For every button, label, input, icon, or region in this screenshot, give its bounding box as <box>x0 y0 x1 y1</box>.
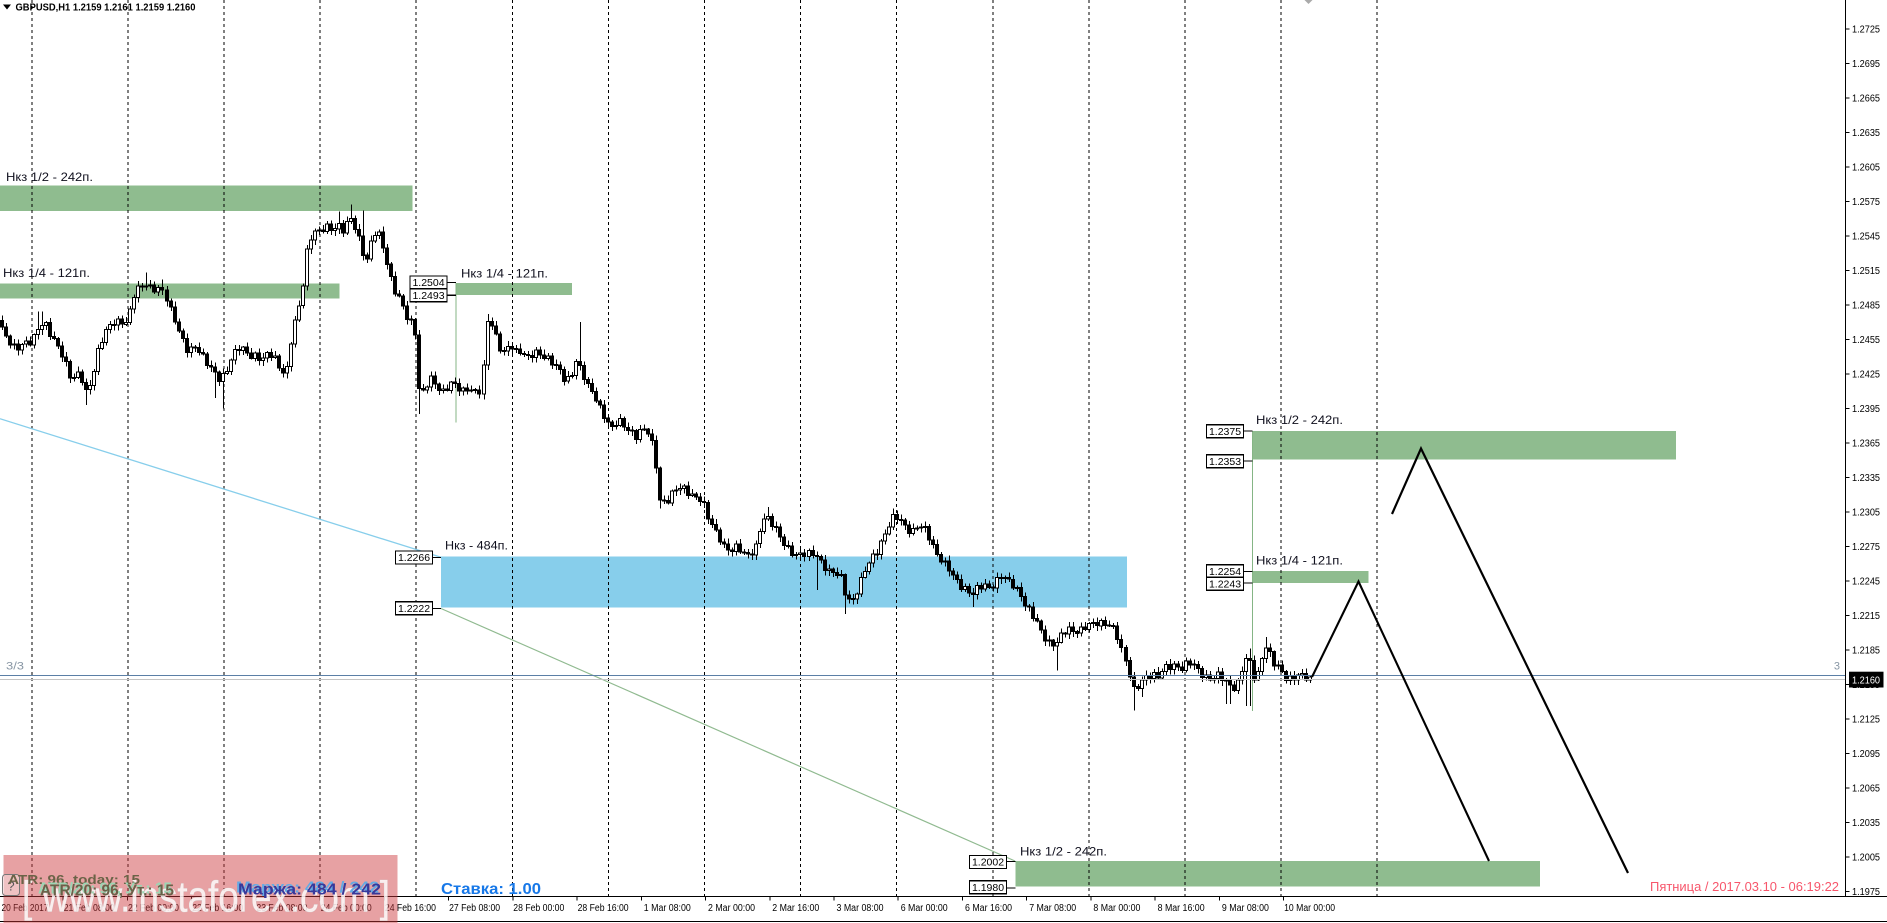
svg-text:1.2215: 1.2215 <box>1852 611 1880 622</box>
svg-text:Нкз 1/2 - 242п.: Нкз 1/2 - 242п. <box>1020 845 1107 859</box>
svg-text:9 Mar 08:00: 9 Mar 08:00 <box>1222 903 1269 914</box>
svg-text:2 Mar 16:00: 2 Mar 16:00 <box>772 903 819 914</box>
svg-text:Нкз - 484п.: Нкз - 484п. <box>445 539 508 553</box>
svg-text:1.2575: 1.2575 <box>1852 197 1880 208</box>
svg-text:7 Mar 08:00: 7 Mar 08:00 <box>1029 903 1076 914</box>
svg-text:8 Mar 16:00: 8 Mar 16:00 <box>1158 903 1205 914</box>
svg-text:1.2353: 1.2353 <box>1209 456 1241 468</box>
svg-text:Нкз 1/2 - 242п.: Нкз 1/2 - 242п. <box>6 170 93 184</box>
svg-text:1.2065: 1.2065 <box>1852 783 1880 794</box>
svg-text:28 Feb 00:00: 28 Feb 00:00 <box>513 903 564 914</box>
svg-text:1.2160: 1.2160 <box>1852 675 1880 686</box>
svg-text:28 Feb 16:00: 28 Feb 16:00 <box>578 903 629 914</box>
svg-text:22 Feb 16:00: 22 Feb 16:00 <box>192 903 243 914</box>
svg-text:1.2635: 1.2635 <box>1852 128 1880 139</box>
svg-text:10 Mar 00:00: 10 Mar 00:00 <box>1284 903 1335 914</box>
svg-text:Нкз 1/4 - 121п.: Нкз 1/4 - 121п. <box>461 267 548 281</box>
svg-text:1.1980: 1.1980 <box>972 882 1004 894</box>
svg-text:1.2605: 1.2605 <box>1852 162 1880 173</box>
svg-text:24 Feb 00:00: 24 Feb 00:00 <box>321 903 372 914</box>
svg-text:1.2305: 1.2305 <box>1852 507 1880 518</box>
svg-text:1.2493: 1.2493 <box>412 290 444 302</box>
svg-text:1 Mar 08:00: 1 Mar 08:00 <box>644 903 691 914</box>
svg-text:1.2695: 1.2695 <box>1852 59 1880 70</box>
svg-text:3 Mar 08:00: 3 Mar 08:00 <box>837 903 884 914</box>
svg-text:24 Feb 16:00: 24 Feb 16:00 <box>385 903 436 914</box>
svg-text:?: ? <box>7 879 14 894</box>
svg-text:Пятница / 2017.03.10 - 06:19:2: Пятница / 2017.03.10 - 06:19:22 <box>1650 879 1839 894</box>
svg-text:1.2395: 1.2395 <box>1852 404 1880 415</box>
svg-text:Нкз 1/4 - 121п.: Нкз 1/4 - 121п. <box>1256 554 1343 568</box>
svg-text:[ www.instaforex.com ]: [ www.instaforex.com ] <box>22 873 390 922</box>
svg-text:1.2504: 1.2504 <box>412 277 444 289</box>
svg-text:8 Mar 00:00: 8 Mar 00:00 <box>1093 903 1140 914</box>
svg-text:Нкз 1/2 - 242п.: Нкз 1/2 - 242п. <box>1256 413 1343 427</box>
svg-text:GBPUSD,H1 1.2159 1.2161 1.215: GBPUSD,H1 1.2159 1.2161 1.2159 1.2160 <box>16 3 196 14</box>
svg-text:1.2665: 1.2665 <box>1852 93 1880 104</box>
svg-text:3: 3 <box>1834 661 1840 673</box>
svg-text:6 Mar 16:00: 6 Mar 16:00 <box>965 903 1012 914</box>
svg-text:2 Mar 00:00: 2 Mar 00:00 <box>708 903 755 914</box>
svg-text:1.2375: 1.2375 <box>1209 426 1241 438</box>
svg-text:1.2245: 1.2245 <box>1852 576 1880 587</box>
svg-text:Ставка: 1.00: Ставка: 1.00 <box>441 881 541 898</box>
svg-text:1.2425: 1.2425 <box>1852 369 1880 380</box>
svg-text:21 Feb 08:00: 21 Feb 08:00 <box>64 903 115 914</box>
svg-text:1.2275: 1.2275 <box>1852 542 1880 553</box>
svg-text:1.2002: 1.2002 <box>972 857 1004 869</box>
svg-text:23 Feb 08:00: 23 Feb 08:00 <box>256 903 307 914</box>
svg-text:1.2455: 1.2455 <box>1852 335 1880 346</box>
svg-text:6 Mar 00:00: 6 Mar 00:00 <box>901 903 948 914</box>
svg-text:1.2545: 1.2545 <box>1852 231 1880 242</box>
svg-text:1.2365: 1.2365 <box>1852 438 1880 449</box>
svg-text:1.2095: 1.2095 <box>1852 749 1880 760</box>
svg-text:ATR/20: 96, Ут.: 15: ATR/20: 96, Ут.: 15 <box>40 883 174 900</box>
svg-text:1.2243: 1.2243 <box>1209 578 1241 590</box>
svg-text:1.2035: 1.2035 <box>1852 818 1880 829</box>
svg-text:1.2254: 1.2254 <box>1209 566 1241 578</box>
svg-text:1.2515: 1.2515 <box>1852 266 1880 277</box>
svg-text:22 Feb 00:00: 22 Feb 00:00 <box>128 903 179 914</box>
svg-text:ATR: 96, today: 15: ATR: 96, today: 15 <box>8 873 140 887</box>
svg-text:1.2725: 1.2725 <box>1852 24 1880 35</box>
svg-text:ATR/20: 96, Ут.: 15: ATR/20: 96, Ут.: 15 <box>38 881 172 898</box>
svg-text:1.2335: 1.2335 <box>1852 473 1880 484</box>
svg-text:1.2185: 1.2185 <box>1852 645 1880 656</box>
svg-text:1.2222: 1.2222 <box>398 603 430 615</box>
svg-text:1.2005: 1.2005 <box>1852 852 1880 863</box>
svg-text:27 Feb 08:00: 27 Feb 08:00 <box>449 903 500 914</box>
svg-text:1.1975: 1.1975 <box>1852 887 1880 898</box>
svg-text:20 Feb 2017: 20 Feb 2017 <box>2 903 49 914</box>
svg-text:1.2485: 1.2485 <box>1852 300 1880 311</box>
svg-text:Маржа: 484 / 242: Маржа: 484 / 242 <box>236 880 379 897</box>
svg-text:Маржа: 484 / 242: Маржа: 484 / 242 <box>238 882 381 899</box>
svg-text:1.2266: 1.2266 <box>398 552 430 564</box>
svg-text:3/3: 3/3 <box>6 661 24 673</box>
svg-text:1.2125: 1.2125 <box>1852 714 1880 725</box>
svg-text:Нкз 1/4 - 121п.: Нкз 1/4 - 121п. <box>3 266 90 280</box>
